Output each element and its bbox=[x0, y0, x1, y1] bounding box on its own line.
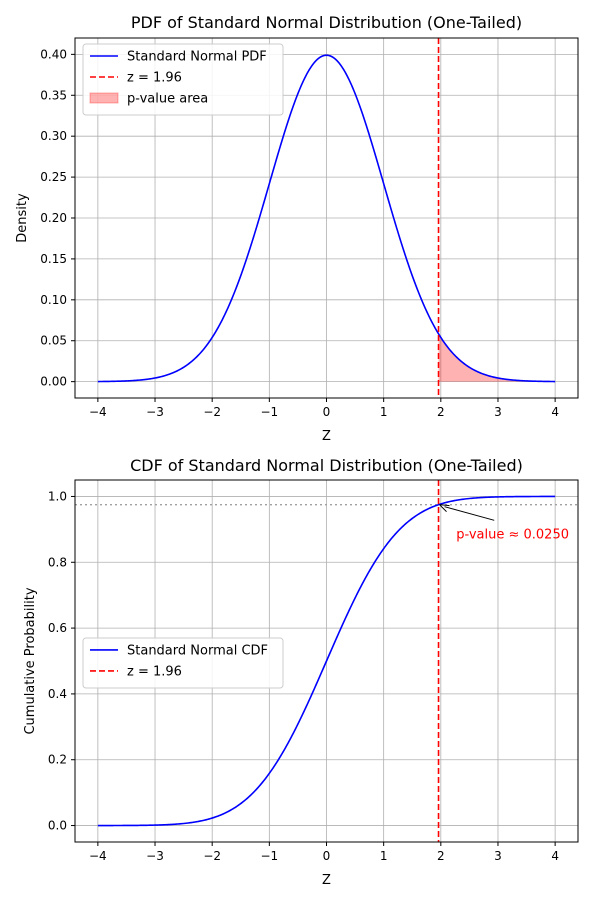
p-value-area bbox=[438, 333, 556, 382]
annotation-arrow-shaft bbox=[444, 506, 495, 521]
x-tick-label-8: 4 bbox=[551, 405, 559, 419]
x-tick-label-5: 1 bbox=[380, 405, 388, 419]
legend-label-1: z = 1.96 bbox=[127, 71, 182, 86]
legend-label-0: Standard Normal PDF bbox=[127, 50, 267, 65]
x-axis-label: Z bbox=[322, 873, 331, 888]
x-tick-label-4: 0 bbox=[323, 405, 331, 419]
legend-box bbox=[82, 637, 284, 689]
y-tick-label-4: 0.20 bbox=[40, 211, 67, 225]
annotation-arrow-head bbox=[439, 504, 450, 513]
x-tick-label-5: 1 bbox=[380, 849, 388, 863]
x-tick-label-3: −1 bbox=[260, 849, 278, 863]
x-tick-label-2: −2 bbox=[203, 849, 221, 863]
y-tick-label-2: 0.10 bbox=[40, 293, 67, 307]
y-tick-label-4: 0.8 bbox=[48, 555, 67, 569]
legend-swatch-2 bbox=[89, 92, 119, 104]
chart-0: −4 −3 −2 −1 0 1 2 3 4 0.00 0.05 0.10 0.15 0.20 0.25 0.3… bbox=[15, 13, 579, 444]
series-line-0 bbox=[97, 495, 556, 827]
x-tick-label-6: 2 bbox=[437, 405, 445, 419]
annotation-text: p-value ≈ 0.0250 bbox=[456, 527, 569, 542]
legend-label-0: Standard Normal CDF bbox=[127, 643, 268, 658]
y-axis-label: Cumulative Probability bbox=[23, 587, 38, 734]
x-tick-label-7: 3 bbox=[494, 849, 502, 863]
y-tick-label-7: 0.35 bbox=[40, 88, 67, 102]
x-tick-label-7: 3 bbox=[494, 405, 502, 419]
legend: Standard Normal CDF z = 1.96 bbox=[82, 637, 284, 689]
x-tick-label-0: −4 bbox=[89, 405, 107, 419]
y-tick-label-1: 0.05 bbox=[40, 334, 67, 348]
x-tick-label-2: −2 bbox=[203, 405, 221, 419]
y-tick-label-0: 0.0 bbox=[48, 819, 67, 833]
x-tick-label-1: −3 bbox=[146, 849, 164, 863]
y-tick-label-3: 0.15 bbox=[40, 252, 67, 266]
x-tick-label-0: −4 bbox=[89, 849, 107, 863]
x-tick-label-6: 2 bbox=[437, 849, 445, 863]
chart-title: CDF of Standard Normal Distribution (One… bbox=[130, 456, 523, 475]
x-tick-label-1: −3 bbox=[146, 405, 164, 419]
y-tick-label-5: 0.25 bbox=[40, 170, 67, 184]
legend-label-1: z = 1.96 bbox=[127, 664, 182, 679]
y-axis-label: Density bbox=[15, 193, 30, 243]
series-line-0 bbox=[97, 54, 556, 383]
y-tick-label-6: 0.30 bbox=[40, 129, 67, 143]
x-tick-label-4: 0 bbox=[323, 849, 331, 863]
chart-title: PDF of Standard Normal Distribution (One… bbox=[131, 13, 522, 32]
y-tick-label-5: 1.0 bbox=[48, 489, 67, 503]
y-tick-label-0: 0.00 bbox=[40, 375, 67, 389]
x-tick-label-8: 4 bbox=[551, 849, 559, 863]
chart-1: −4 −3 −2 −1 0 1 2 3 4 0.0 0.2 0.4 0.6 0.8 1.0 CDF of St… bbox=[23, 456, 579, 888]
y-tick-label-8: 0.40 bbox=[40, 47, 67, 61]
y-tick-label-1: 0.2 bbox=[48, 753, 67, 767]
legend: Standard Normal PDF z = 1.96 p-value area bbox=[82, 43, 284, 116]
x-axis-label: Z bbox=[322, 429, 331, 444]
y-tick-label-3: 0.6 bbox=[48, 621, 67, 635]
y-tick-label-2: 0.4 bbox=[48, 687, 67, 701]
legend-box bbox=[82, 43, 284, 116]
x-tick-label-3: −1 bbox=[260, 405, 278, 419]
legend-label-2: p-value area bbox=[127, 92, 208, 107]
